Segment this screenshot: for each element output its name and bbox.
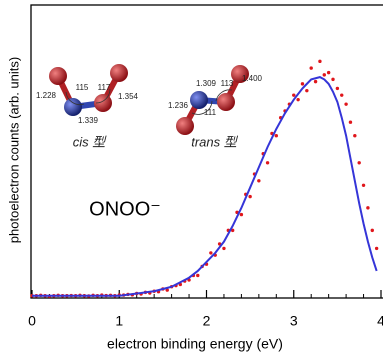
data-point	[314, 80, 317, 83]
geometry-label: 1.309	[196, 79, 217, 88]
x-tick-label: 3	[290, 313, 298, 329]
data-point	[336, 87, 339, 90]
geometry-label: 1.228	[36, 91, 57, 100]
atom-n	[190, 91, 208, 109]
data-point	[375, 247, 378, 250]
data-point	[222, 247, 225, 250]
geometry-label: 1.400	[242, 74, 263, 83]
x-tick-label: 1	[115, 313, 123, 329]
data-point	[357, 161, 360, 164]
geometry-label: 115	[76, 83, 89, 92]
data-point	[344, 102, 347, 105]
data-point	[240, 213, 243, 216]
x-tick-label: 4	[377, 313, 383, 329]
atom-o	[49, 67, 67, 85]
data-point	[340, 93, 343, 96]
trans-molecule	[176, 65, 249, 135]
geometry-label: 1.354	[118, 92, 139, 101]
geometry-label: 111	[204, 108, 217, 117]
atom-o	[176, 117, 194, 135]
data-point	[362, 184, 365, 187]
data-point	[248, 195, 251, 198]
data-point	[209, 251, 212, 254]
geometry-label: 1.339	[78, 116, 99, 125]
geometry-label: 1.236	[168, 101, 189, 110]
data-point	[296, 98, 299, 101]
isomer-label: cis 型	[73, 134, 108, 149]
data-point	[305, 89, 308, 92]
data-point	[301, 82, 304, 85]
data-point	[310, 66, 313, 69]
atom-o	[110, 64, 128, 82]
data-point	[327, 71, 330, 74]
data-point	[275, 134, 278, 137]
data-point	[353, 134, 356, 137]
cis-molecule	[49, 64, 128, 116]
data-point	[349, 121, 352, 124]
data-point	[331, 78, 334, 81]
x-tick-label: 0	[28, 313, 36, 329]
chart: photoelectron counts (arb. units) electr…	[0, 0, 383, 358]
x-axis-label: electron binding energy (eV)	[107, 336, 283, 352]
species-label: ONOO⁻	[89, 198, 161, 220]
plot-frame	[31, 5, 383, 298]
data-point	[371, 229, 374, 232]
data-point	[292, 93, 295, 96]
data-point	[323, 73, 326, 76]
geometry-label: 113	[221, 79, 234, 88]
geometry-label: 117	[98, 83, 111, 92]
isomer-label: trans 型	[191, 134, 239, 149]
data-point	[257, 179, 260, 182]
atom-n	[64, 98, 82, 116]
y-axis-label: photoelectron counts (arb. units)	[6, 57, 21, 243]
atom-o	[217, 93, 235, 111]
data-point	[266, 161, 269, 164]
x-tick-label: 2	[203, 313, 211, 329]
data-point	[318, 60, 321, 63]
data-point	[196, 274, 199, 277]
data-point	[366, 206, 369, 209]
